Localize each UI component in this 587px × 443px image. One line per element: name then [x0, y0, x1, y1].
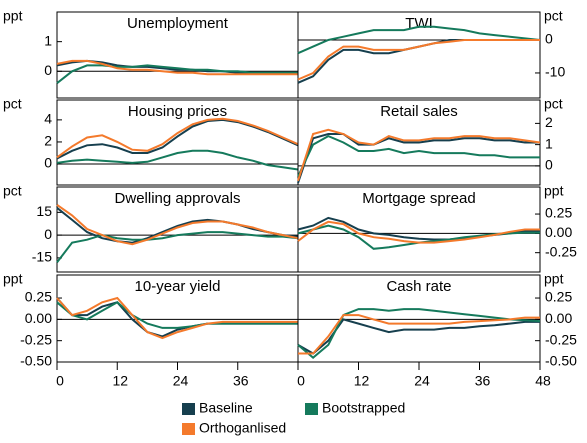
y-tick-label: 1 — [545, 135, 553, 151]
y-tick-label: -0.25 — [545, 243, 577, 259]
series-line — [297, 128, 541, 182]
panel-title: Unemployment — [127, 15, 229, 32]
y-tick-label: -10 — [545, 64, 565, 80]
series-line — [297, 308, 541, 360]
y-tick-label: 0.25 — [545, 205, 572, 221]
y-unit: pct — [3, 96, 22, 112]
y-tick-label: 0.25 — [25, 289, 52, 305]
series-line — [56, 64, 298, 84]
y-tick-label: -0.50 — [545, 353, 577, 369]
series-line — [56, 59, 298, 76]
y-tick-label: 0.00 — [545, 310, 572, 326]
panel-title: Housing prices — [128, 103, 227, 120]
legend-swatch — [182, 403, 195, 415]
y-tick-label: 0 — [44, 62, 52, 78]
series-line — [297, 25, 541, 55]
y-tick-label: 2 — [44, 133, 52, 149]
x-tick-label: 24 — [414, 373, 430, 389]
y-tick-label: -0.25 — [20, 331, 52, 347]
y-tick-label: -0.25 — [545, 331, 577, 347]
x-tick-label: 24 — [173, 373, 189, 389]
series-line — [297, 39, 540, 81]
y-tick-label: 0.00 — [25, 310, 52, 326]
y-unit: ppt — [3, 8, 23, 24]
panel-title: 10-year yield — [135, 278, 221, 295]
series-line — [297, 133, 540, 184]
series-line — [56, 296, 298, 340]
series-line — [56, 301, 298, 329]
series-line — [56, 297, 298, 338]
x-tick-label: 12 — [354, 373, 370, 389]
panel-title: Retail sales — [380, 103, 458, 120]
y-unit: ppt — [544, 271, 564, 287]
y-tick-label: 1 — [44, 32, 52, 48]
legend-swatch — [305, 403, 318, 415]
y-tick-label: 15 — [36, 203, 52, 219]
x-tick-label: 0 — [56, 373, 64, 389]
legend-swatch — [182, 423, 195, 435]
panel-title: Dwelling approvals — [115, 190, 241, 207]
legend-label: Orthoganlised — [199, 420, 286, 436]
panel-frame — [297, 11, 541, 99]
y-tick-label: -15 — [32, 249, 52, 265]
y-tick-label: -0.50 — [20, 353, 52, 369]
y-tick-label: 2 — [545, 114, 553, 130]
y-unit: pct — [3, 183, 22, 199]
y-tick-label: 0 — [44, 226, 52, 242]
y-unit: ppt — [3, 271, 23, 287]
y-unit: ppt — [544, 183, 564, 199]
series-line — [56, 149, 299, 171]
y-unit: pct — [544, 8, 563, 24]
series-line — [297, 134, 540, 177]
series-line — [297, 216, 540, 241]
panel-title: Cash rate — [386, 278, 451, 295]
series-line — [56, 117, 299, 159]
series-line — [56, 118, 299, 160]
y-tick-label: 0.00 — [545, 224, 572, 240]
x-tick-label: 12 — [112, 373, 128, 389]
series-line — [297, 220, 540, 244]
series-line — [298, 314, 540, 355]
series-line — [297, 224, 540, 250]
legend-label: Bootstrapped — [322, 400, 405, 416]
y-tick-label: 0.25 — [545, 289, 572, 305]
y-tick-label: 0 — [545, 31, 553, 47]
x-tick-label: 0 — [297, 373, 305, 389]
x-tick-label: 36 — [475, 373, 491, 389]
y-tick-label: 0 — [44, 155, 52, 171]
x-tick-label: 36 — [233, 373, 249, 389]
y-tick-label: 0 — [545, 157, 553, 173]
y-unit: pct — [544, 96, 563, 112]
series-line — [56, 231, 299, 264]
x-tick-label: 48 — [535, 373, 551, 389]
y-tick-label: 4 — [44, 111, 52, 127]
panel-title: Mortgage spread — [362, 190, 475, 207]
legend-label: Baseline — [199, 400, 253, 416]
series-line — [56, 203, 299, 246]
